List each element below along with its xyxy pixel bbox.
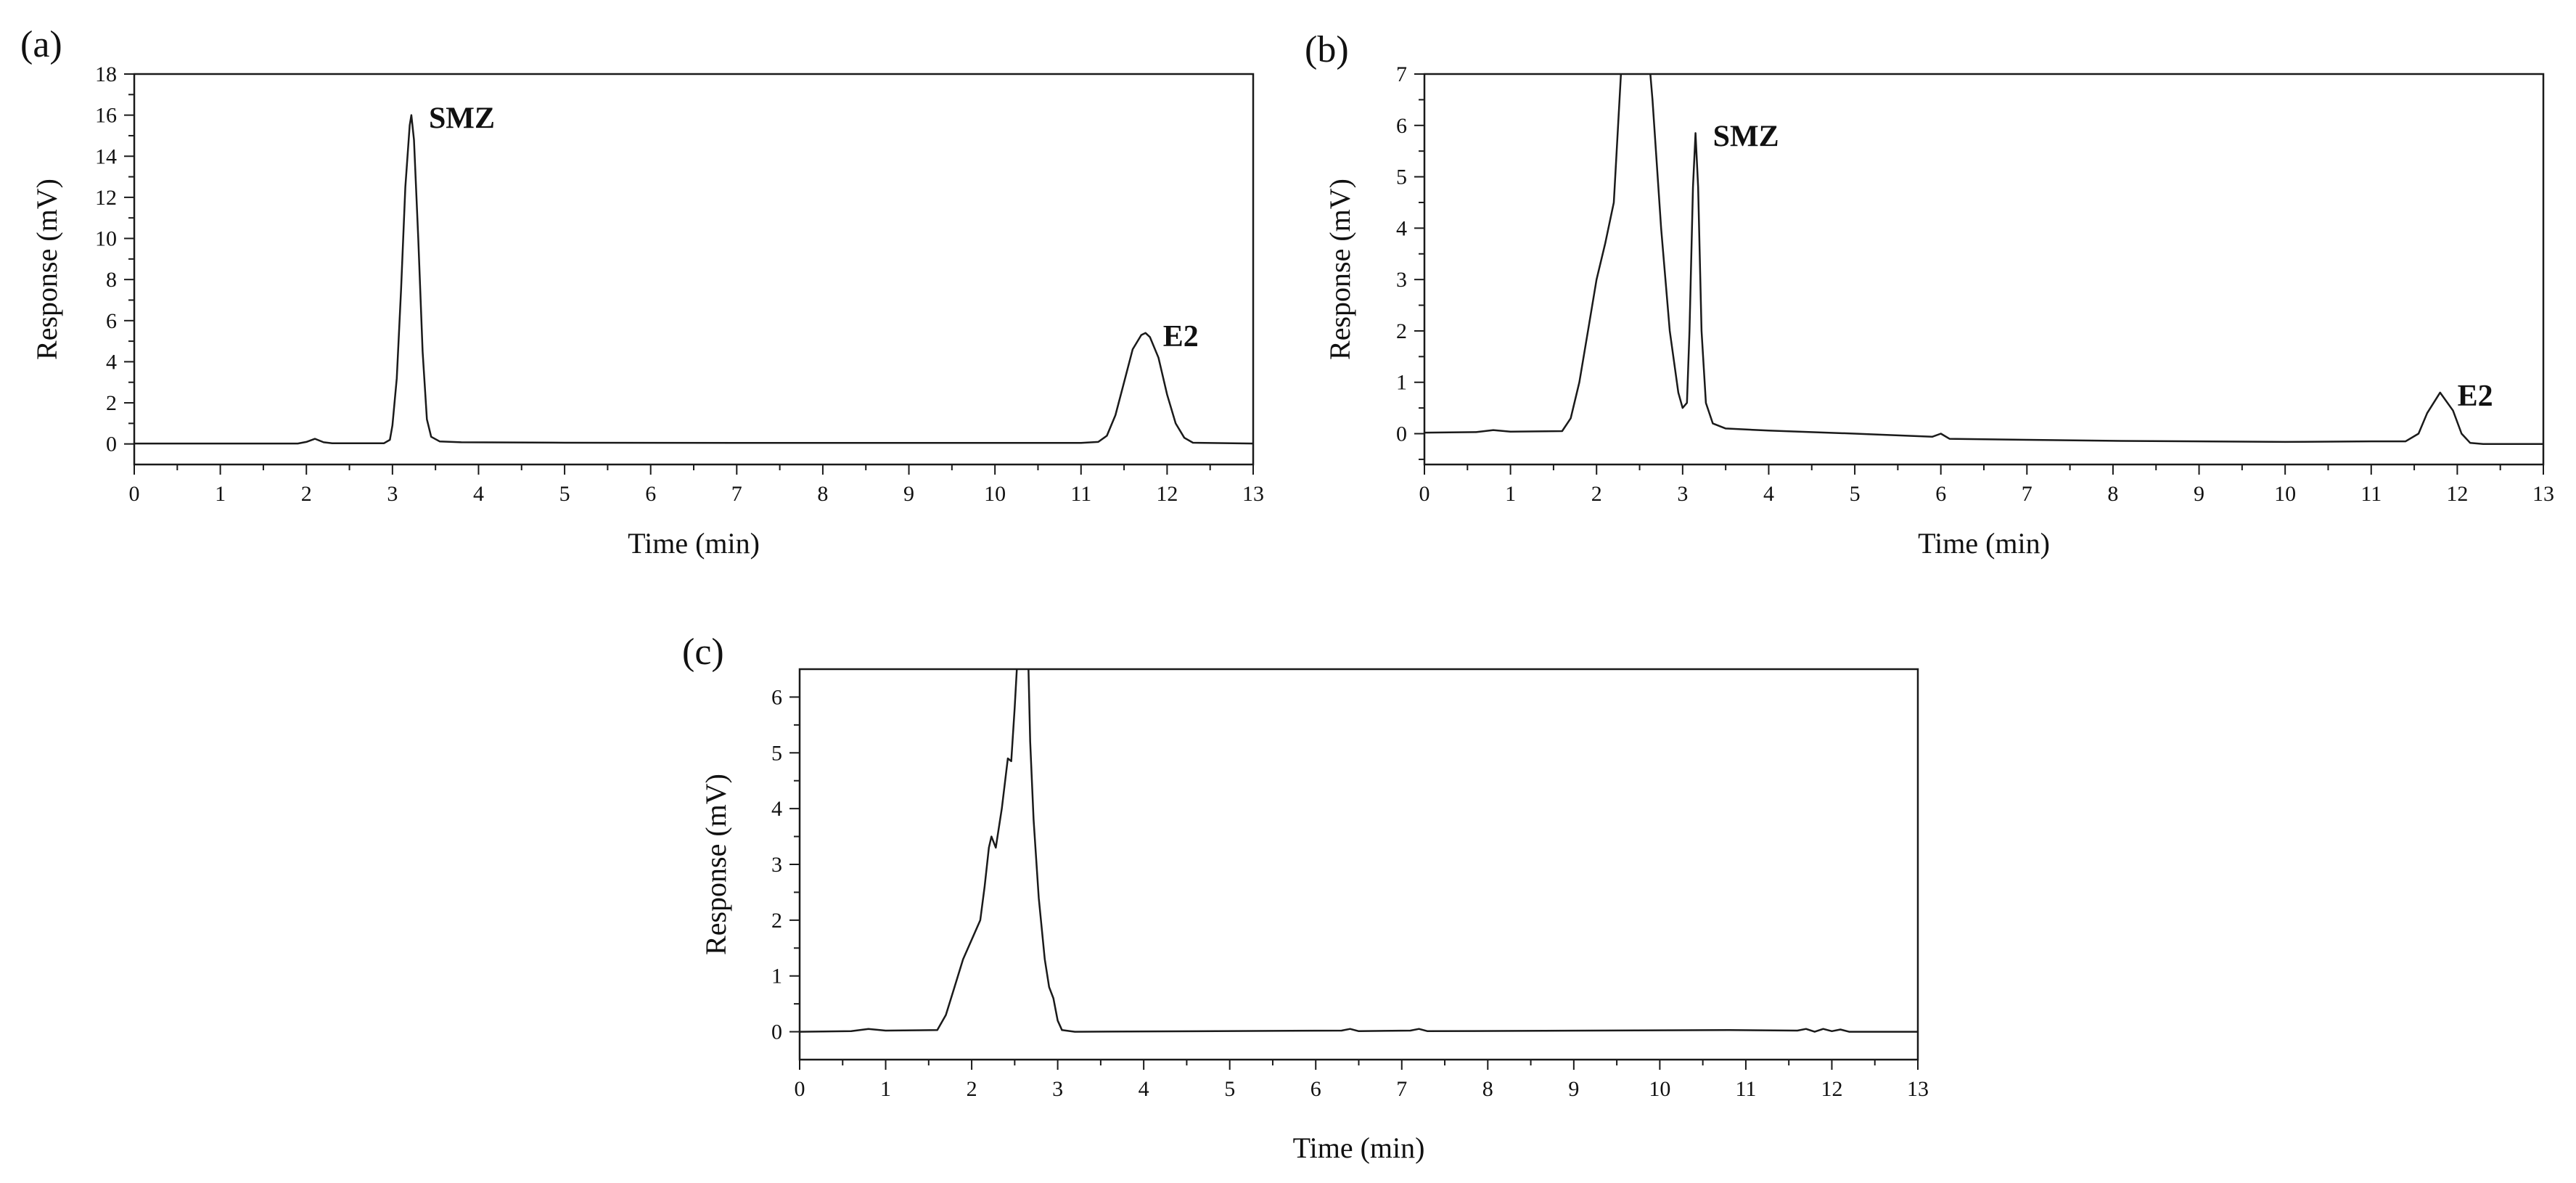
- y-tick-label-b: 5: [1396, 165, 1407, 189]
- x-tick-label-b: 12: [2446, 482, 2468, 506]
- x-tick-label-b: 3: [1677, 482, 1688, 506]
- peak-label-smz-b: SMZ: [1713, 120, 1779, 153]
- x-tick-label-b: 8: [2107, 482, 2118, 506]
- x-tick-label-a: 11: [1070, 482, 1091, 506]
- y-tick-label-c: 6: [771, 685, 782, 709]
- y-tick-label-c: 4: [771, 797, 782, 821]
- x-tick-label-a: 0: [129, 482, 140, 506]
- x-tick-label-c: 8: [1482, 1077, 1493, 1101]
- x-tick-label-c: 9: [1568, 1077, 1579, 1101]
- x-tick-label-c: 5: [1224, 1077, 1235, 1101]
- x-tick-label-b: 5: [1850, 482, 1861, 506]
- x-tick-label-c: 12: [1821, 1077, 1842, 1101]
- y-tick-label-a: 18: [95, 62, 117, 86]
- x-tick-label-b: 2: [1591, 482, 1602, 506]
- y-tick-label-b: 4: [1396, 216, 1407, 240]
- y-tick-label-a: 6: [106, 309, 117, 333]
- y-tick-label-c: 5: [771, 741, 782, 765]
- y-tick-label-b: 0: [1396, 422, 1407, 446]
- y-axis-title-a: Response (mV): [30, 179, 63, 360]
- peak-label-e2-b: E2: [2458, 380, 2493, 413]
- x-tick-label-b: 4: [1763, 482, 1774, 506]
- y-tick-label-c: 2: [771, 909, 782, 933]
- x-axis-title-b: Time (min): [1918, 527, 2050, 560]
- y-tick-label-b: 3: [1396, 268, 1407, 292]
- x-tick-label-a: 1: [215, 482, 226, 506]
- x-axis-title-a: Time (min): [628, 527, 760, 560]
- x-tick-label-b: 10: [2274, 482, 2296, 506]
- y-tick-label-b: 6: [1396, 114, 1407, 138]
- x-tick-label-a: 3: [387, 482, 398, 506]
- x-tick-label-b: 13: [2532, 482, 2554, 506]
- x-tick-label-c: 11: [1735, 1077, 1756, 1101]
- plot-frame-b: [1423, 73, 2545, 466]
- x-tick-label-a: 6: [645, 482, 656, 506]
- x-axis-title-c: Time (min): [1293, 1131, 1425, 1164]
- peak-label-e2-a: E2: [1163, 320, 1199, 353]
- x-tick-label-a: 10: [984, 482, 1006, 506]
- plot-frame-c: [798, 668, 1919, 1061]
- y-tick-label-b: 2: [1396, 319, 1407, 343]
- y-tick-label-a: 16: [95, 104, 117, 128]
- chromatogram-trace-a: [134, 114, 1253, 445]
- x-tick-label-a: 4: [473, 482, 484, 506]
- y-tick-label-a: 14: [95, 144, 117, 168]
- y-tick-label-a: 4: [106, 350, 117, 374]
- x-tick-label-c: 13: [1907, 1077, 1929, 1101]
- x-tick-label-a: 5: [559, 482, 570, 506]
- x-tick-label-c: 0: [795, 1077, 805, 1101]
- y-tick-label-a: 8: [106, 268, 117, 292]
- panel-label-a: (a): [20, 24, 62, 65]
- y-tick-label-b: 7: [1396, 62, 1407, 86]
- y-tick-label-b: 1: [1396, 371, 1407, 395]
- x-tick-label-a: 8: [817, 482, 828, 506]
- x-tick-label-a: 7: [731, 482, 742, 506]
- x-tick-label-b: 0: [1419, 482, 1430, 506]
- x-tick-label-c: 4: [1139, 1077, 1149, 1101]
- x-tick-label-a: 2: [301, 482, 312, 506]
- y-axis-title-c: Response (mV): [700, 774, 732, 955]
- y-axis-title-b: Response (mV): [1324, 179, 1356, 360]
- x-tick-label-b: 11: [2360, 482, 2382, 506]
- x-tick-label-c: 3: [1052, 1077, 1063, 1101]
- y-tick-label-a: 2: [106, 391, 117, 415]
- x-tick-label-a: 12: [1156, 482, 1178, 506]
- panel-label-b: (b): [1305, 29, 1349, 70]
- x-tick-label-b: 9: [2194, 482, 2204, 506]
- plot-frame-a: [133, 73, 1255, 466]
- y-tick-label-a: 10: [95, 227, 117, 251]
- x-tick-label-c: 7: [1396, 1077, 1407, 1101]
- y-tick-label-c: 0: [771, 1020, 782, 1044]
- x-tick-label-b: 6: [1935, 482, 1946, 506]
- x-tick-label-c: 10: [1649, 1077, 1670, 1101]
- y-tick-label-a: 0: [106, 433, 117, 457]
- x-tick-label-a: 13: [1242, 482, 1264, 506]
- chromatogram-trace-c: [800, 669, 1918, 1033]
- chromatogram-trace-b: [1424, 74, 2543, 445]
- x-tick-label-c: 1: [880, 1077, 891, 1101]
- y-tick-label-c: 3: [771, 853, 782, 877]
- x-tick-label-a: 9: [903, 482, 914, 506]
- panel-label-c: (c): [682, 631, 724, 673]
- peak-label-smz-a: SMZ: [429, 102, 495, 136]
- y-tick-label-c: 1: [771, 965, 782, 988]
- x-tick-label-c: 6: [1310, 1077, 1321, 1101]
- y-tick-label-a: 12: [95, 186, 117, 210]
- x-tick-label-b: 7: [2022, 482, 2033, 506]
- x-tick-label-b: 1: [1505, 482, 1516, 506]
- x-tick-label-c: 2: [967, 1077, 977, 1101]
